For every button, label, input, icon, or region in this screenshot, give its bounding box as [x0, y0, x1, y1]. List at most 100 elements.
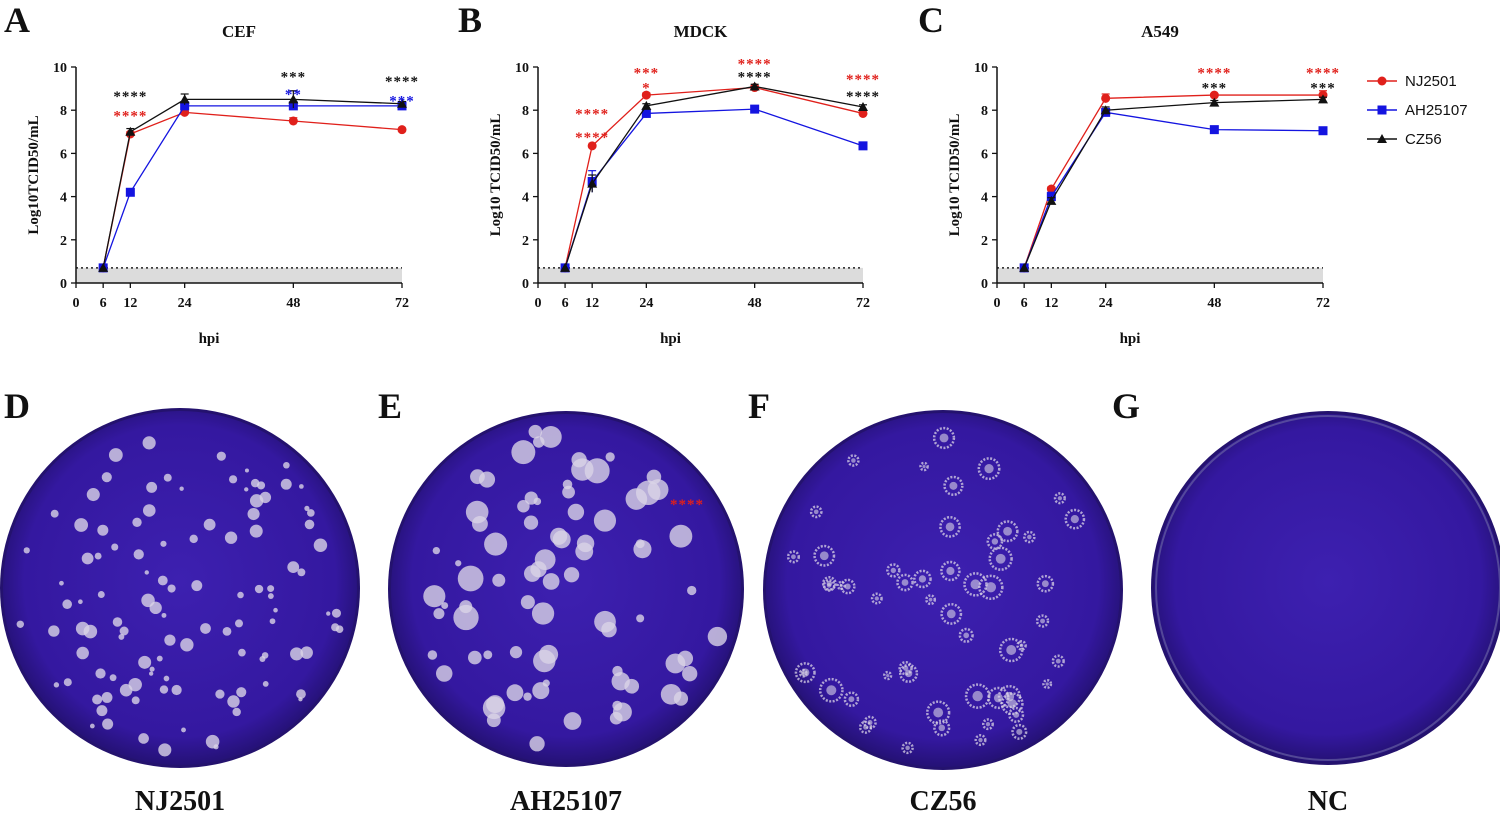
- plates: NJ2501 **** AH25107 CZ56 NC: [0, 408, 1500, 815]
- plaque: [918, 575, 927, 583]
- y-tick-label: 10: [53, 61, 67, 76]
- plaque: [1027, 534, 1032, 540]
- plate-edge: [1155, 415, 1500, 761]
- series-line-cz56: [1023, 98, 1324, 269]
- x-tick-label: 6: [562, 296, 569, 311]
- plaque: [1040, 618, 1045, 624]
- significance-marker: ****: [575, 106, 609, 122]
- plaque: [851, 458, 856, 463]
- plate-ah25107: **** AH25107: [388, 411, 744, 815]
- plaque: [985, 582, 997, 593]
- plaque: [254, 584, 264, 594]
- plaque: [132, 517, 142, 527]
- y-tick-label: 0: [522, 277, 529, 292]
- plaque: [904, 669, 913, 678]
- plaque: [839, 578, 856, 595]
- plaque: [836, 580, 846, 591]
- plaque: [531, 602, 555, 625]
- plaque: [133, 549, 144, 560]
- plaque: [300, 646, 313, 659]
- plaque: [224, 531, 238, 544]
- plaque: [988, 546, 1013, 571]
- plaque: [974, 734, 987, 747]
- plaque: [257, 481, 266, 490]
- plate-cz56: CZ56: [763, 410, 1123, 815]
- plaque: [925, 594, 937, 606]
- plaque: [687, 585, 697, 596]
- legend-marker-nj2501: [1377, 76, 1387, 86]
- y-tick-label: 4: [981, 191, 988, 206]
- x-tick-label: 24: [178, 296, 192, 311]
- plaque: [506, 684, 524, 702]
- plaque: [939, 433, 949, 443]
- plaque: [946, 566, 955, 576]
- significance-marker: ****: [1197, 65, 1231, 81]
- legend-marker-ah25107: [1377, 105, 1387, 115]
- plaque: [304, 505, 310, 511]
- plaque: [1053, 492, 1066, 505]
- x-tick-label: 72: [1316, 296, 1330, 311]
- y-tick-label: 6: [981, 147, 988, 162]
- plaque: [457, 565, 484, 592]
- data-point-cz56: [397, 98, 407, 108]
- plaque: [247, 507, 260, 521]
- plaque: [1007, 699, 1017, 709]
- plaque: [470, 469, 485, 485]
- plaque: [158, 743, 172, 757]
- plaque: [141, 593, 155, 608]
- significance-marker: ****: [738, 57, 772, 73]
- data-point-cz56: [1046, 195, 1057, 205]
- plaque: [963, 632, 970, 639]
- plaque: [222, 626, 232, 636]
- significance-marker: ****: [846, 72, 880, 88]
- plaque: [863, 724, 868, 730]
- data-point-cz56: [641, 100, 652, 110]
- panel-letter-b: B: [458, 0, 482, 40]
- significance-marker: ****: [575, 130, 609, 146]
- legend-marker-cz56: [1377, 134, 1387, 143]
- plaque: [1016, 728, 1023, 735]
- plaque: [62, 599, 72, 610]
- plaque: [517, 499, 530, 513]
- plaque: [191, 580, 203, 592]
- series-line-cz56: [102, 98, 403, 269]
- plaque: [509, 646, 523, 659]
- plaque: [791, 554, 796, 560]
- plate-dish: [766, 413, 1120, 767]
- plaque: [523, 692, 532, 701]
- plaque: [262, 680, 269, 687]
- plaque: [149, 666, 155, 672]
- plaque: [483, 650, 493, 660]
- plaque: [794, 662, 816, 684]
- chart-title: MDCK: [674, 22, 729, 41]
- plaque: [1008, 706, 1025, 723]
- x-tick-label: 72: [395, 296, 409, 311]
- x-tick-label: 6: [100, 296, 107, 311]
- data-point-nj2501: [858, 108, 868, 118]
- panel-letter-c: C: [918, 0, 944, 40]
- plaque: [171, 684, 182, 696]
- plaque: [902, 665, 909, 671]
- plaque: [435, 665, 453, 682]
- plaque: [304, 519, 315, 530]
- plaque: [331, 623, 340, 632]
- x-axis-label: hpi: [1120, 331, 1141, 347]
- series-line-nj2501: [102, 111, 403, 269]
- plaque: [669, 524, 693, 548]
- x-tick-label: 24: [639, 296, 653, 311]
- plaque: [101, 472, 112, 483]
- x-tick-label: 0: [994, 296, 1001, 311]
- data-point-cz56: [1209, 97, 1220, 107]
- plaque: [156, 655, 163, 662]
- plaque: [163, 675, 170, 682]
- plaque: [23, 547, 30, 554]
- plaque: [95, 668, 106, 679]
- y-tick-label: 8: [60, 104, 67, 119]
- panel-letter-f: F: [748, 386, 770, 426]
- panel-letter-d: D: [4, 386, 30, 426]
- x-tick-label: 24: [1099, 296, 1113, 311]
- detection-limit-band: [76, 267, 402, 283]
- plaque: [228, 475, 238, 484]
- plaque: [455, 560, 462, 567]
- plaque: [76, 646, 89, 660]
